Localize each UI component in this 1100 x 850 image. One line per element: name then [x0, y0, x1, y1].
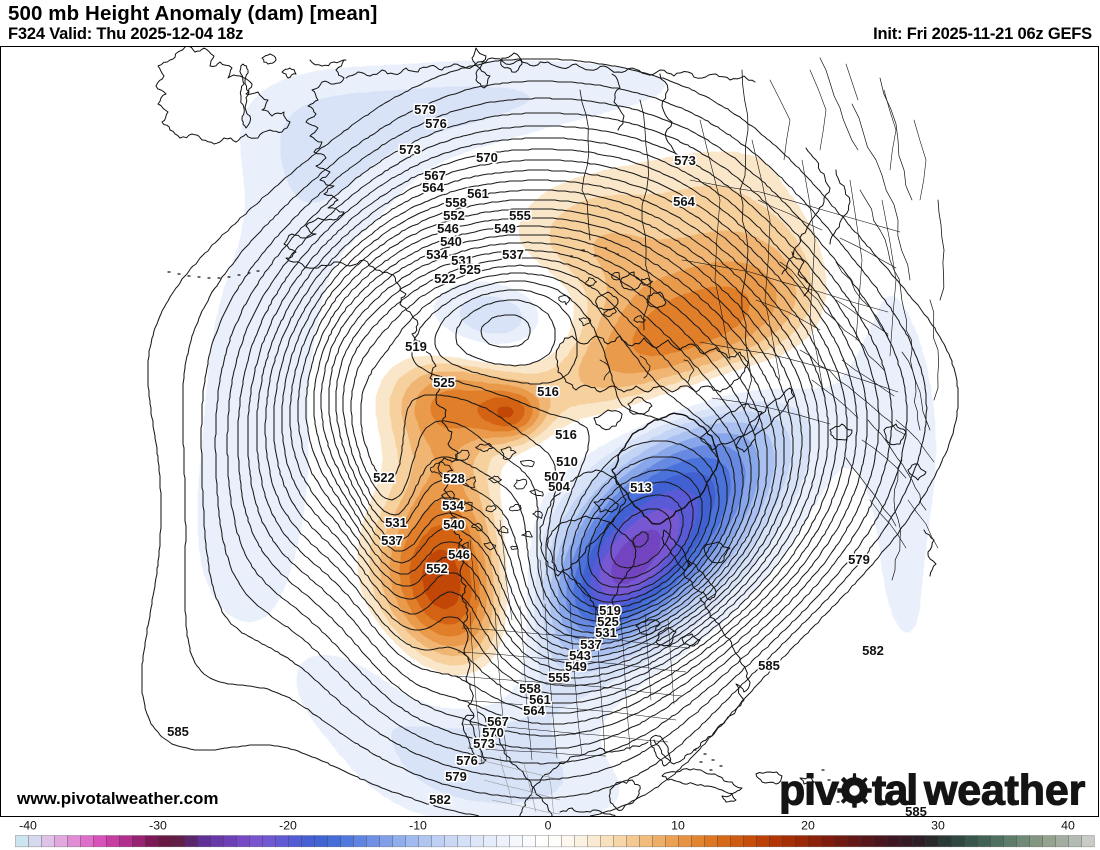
svg-text:537: 537 — [580, 637, 602, 652]
svg-text:0: 0 — [545, 819, 552, 833]
svg-text:558: 558 — [445, 195, 467, 210]
svg-text:40: 40 — [1061, 819, 1075, 833]
svg-text:582: 582 — [429, 792, 451, 807]
svg-text:549: 549 — [494, 221, 516, 236]
svg-text:564: 564 — [422, 180, 444, 195]
svg-text:504: 504 — [548, 479, 570, 494]
svg-text:519: 519 — [599, 603, 621, 618]
svg-text:534: 534 — [442, 498, 464, 513]
svg-text:576: 576 — [425, 116, 447, 131]
svg-text:522: 522 — [373, 470, 395, 485]
svg-text:531: 531 — [385, 515, 407, 530]
svg-text:531: 531 — [595, 625, 617, 640]
svg-text:570: 570 — [482, 725, 504, 740]
svg-text:513: 513 — [630, 480, 652, 495]
svg-text:507: 507 — [544, 469, 566, 484]
svg-text:555: 555 — [548, 670, 570, 685]
svg-text:570: 570 — [476, 150, 498, 165]
svg-text:576: 576 — [456, 753, 478, 768]
svg-text:525: 525 — [597, 614, 619, 629]
svg-text:573: 573 — [473, 736, 495, 751]
svg-text:540: 540 — [443, 517, 465, 532]
svg-text:573: 573 — [674, 153, 696, 168]
svg-text:552: 552 — [426, 561, 448, 576]
svg-text:555: 555 — [509, 208, 531, 223]
svg-text:-10: -10 — [409, 819, 427, 833]
svg-text:543: 543 — [569, 648, 591, 663]
svg-text:537: 537 — [381, 533, 403, 548]
svg-text:579: 579 — [848, 552, 870, 567]
svg-text:573: 573 — [399, 142, 421, 157]
svg-text:561: 561 — [529, 692, 551, 707]
svg-text:564: 564 — [673, 194, 695, 209]
svg-text:540: 540 — [440, 234, 462, 249]
svg-text:567: 567 — [487, 714, 509, 729]
svg-text:516: 516 — [537, 384, 559, 399]
svg-text:579: 579 — [445, 769, 467, 784]
svg-text:516: 516 — [555, 427, 577, 442]
svg-text:546: 546 — [448, 547, 470, 562]
svg-text:552: 552 — [443, 208, 465, 223]
svg-text:20: 20 — [801, 819, 815, 833]
svg-text:558: 558 — [519, 681, 541, 696]
svg-text:30: 30 — [931, 819, 945, 833]
svg-text:549: 549 — [565, 659, 587, 674]
svg-text:10: 10 — [671, 819, 685, 833]
svg-text:510: 510 — [556, 454, 578, 469]
svg-text:522: 522 — [434, 271, 456, 286]
svg-text:561: 561 — [467, 186, 489, 201]
svg-text:525: 525 — [433, 375, 455, 390]
svg-text:585: 585 — [905, 804, 927, 819]
svg-text:531: 531 — [451, 253, 473, 268]
svg-text:585: 585 — [758, 658, 780, 673]
svg-text:537: 537 — [502, 247, 524, 262]
svg-text:546: 546 — [437, 221, 459, 236]
svg-text:-40: -40 — [19, 819, 37, 833]
svg-text:582: 582 — [862, 643, 884, 658]
svg-text:528: 528 — [443, 471, 465, 486]
svg-text:534: 534 — [426, 247, 448, 262]
svg-text:564: 564 — [523, 703, 545, 718]
svg-text:519: 519 — [405, 339, 427, 354]
svg-text:-30: -30 — [149, 819, 167, 833]
svg-text:585: 585 — [167, 724, 189, 739]
svg-text:-20: -20 — [279, 819, 297, 833]
svg-text:567: 567 — [424, 168, 446, 183]
svg-text:579: 579 — [414, 102, 436, 117]
svg-text:525: 525 — [459, 262, 481, 277]
